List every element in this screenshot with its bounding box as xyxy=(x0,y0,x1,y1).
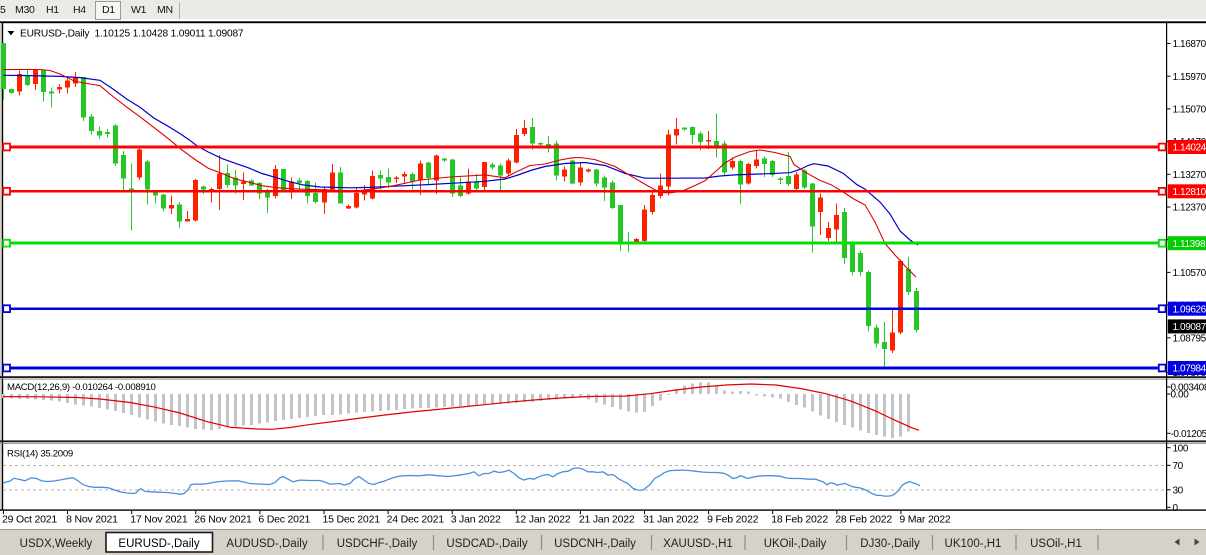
svg-text:H1: H1 xyxy=(46,4,59,16)
svg-text:12 Jan 2022: 12 Jan 2022 xyxy=(515,514,571,526)
svg-text:28 Feb 2022: 28 Feb 2022 xyxy=(835,514,892,526)
svg-text:1.09626: 1.09626 xyxy=(1173,304,1206,315)
svg-text:W1: W1 xyxy=(131,4,147,16)
svg-text:USDCHF-,Daily: USDCHF-,Daily xyxy=(337,538,418,550)
svg-text:21 Jan 2022: 21 Jan 2022 xyxy=(579,514,635,526)
svg-text:9 Feb 2022: 9 Feb 2022 xyxy=(707,514,758,526)
svg-text:USDX,Weekly: USDX,Weekly xyxy=(20,538,93,550)
svg-text:100: 100 xyxy=(1173,443,1189,454)
svg-text:MACD(12,26,9) -0.010264 -0.008: MACD(12,26,9) -0.010264 -0.008910 xyxy=(7,382,156,393)
svg-text:XAUUSD-,H1: XAUUSD-,H1 xyxy=(663,538,733,550)
svg-text:MN: MN xyxy=(157,4,173,16)
svg-text:1.15070: 1.15070 xyxy=(1173,105,1206,116)
svg-text:3 Jan 2022: 3 Jan 2022 xyxy=(451,514,501,526)
svg-text:15 Dec 2021: 15 Dec 2021 xyxy=(323,514,381,526)
svg-text:1.07984: 1.07984 xyxy=(1173,364,1206,375)
svg-text:RSI(14) 35.2009: RSI(14) 35.2009 xyxy=(7,449,73,460)
svg-text:1.10570: 1.10570 xyxy=(1173,268,1206,279)
svg-text:5: 5 xyxy=(0,4,6,16)
svg-text:AUDUSD-,Daily: AUDUSD-,Daily xyxy=(226,538,307,550)
svg-text:EURUSD-,Daily: EURUSD-,Daily xyxy=(118,538,199,550)
svg-text:1.11398: 1.11398 xyxy=(1173,239,1206,250)
svg-text:1.13270: 1.13270 xyxy=(1173,170,1206,181)
svg-text:USDCAD-,Daily: USDCAD-,Daily xyxy=(446,538,527,550)
svg-text:26 Nov 2021: 26 Nov 2021 xyxy=(194,514,252,526)
svg-text:8 Nov 2021: 8 Nov 2021 xyxy=(66,514,118,526)
svg-text:DJ30-,Daily: DJ30-,Daily xyxy=(860,538,920,550)
svg-text:USOil-,H1: USOil-,H1 xyxy=(1030,538,1082,550)
svg-text:D1: D1 xyxy=(102,4,115,16)
svg-text:-0.01205: -0.01205 xyxy=(1171,429,1206,440)
svg-text:1.15970: 1.15970 xyxy=(1173,72,1206,83)
svg-text:24 Dec 2021: 24 Dec 2021 xyxy=(387,514,445,526)
svg-text:UKOil-,Daily: UKOil-,Daily xyxy=(764,538,827,550)
svg-text:1.12810: 1.12810 xyxy=(1173,187,1206,198)
svg-text:17 Nov 2021: 17 Nov 2021 xyxy=(130,514,188,526)
svg-text:29 Oct 2021: 29 Oct 2021 xyxy=(2,514,57,526)
svg-text:UK100-,H1: UK100-,H1 xyxy=(945,538,1002,550)
svg-text:9 Mar 2022: 9 Mar 2022 xyxy=(899,514,950,526)
svg-text:1.16870: 1.16870 xyxy=(1173,39,1206,50)
svg-text:1.08795: 1.08795 xyxy=(1173,333,1206,344)
svg-text:1.09087: 1.09087 xyxy=(1173,322,1206,333)
svg-text:70: 70 xyxy=(1173,461,1184,472)
svg-text:H4: H4 xyxy=(73,4,86,16)
svg-text:0.003408: 0.003408 xyxy=(1171,383,1206,394)
svg-text:0.00: 0.00 xyxy=(1171,390,1190,401)
svg-text:31 Jan 2022: 31 Jan 2022 xyxy=(643,514,699,526)
svg-text:1.12370: 1.12370 xyxy=(1173,203,1206,214)
svg-text:6 Dec 2021: 6 Dec 2021 xyxy=(258,514,310,526)
svg-text:EURUSD-,Daily 1.10125 1.10428: EURUSD-,Daily 1.10125 1.10428 1.09011 1.… xyxy=(20,29,244,40)
svg-text:0: 0 xyxy=(1173,503,1179,514)
svg-text:1.14024: 1.14024 xyxy=(1173,143,1206,154)
svg-text:M30: M30 xyxy=(15,4,35,16)
svg-text:USDCNH-,Daily: USDCNH-,Daily xyxy=(554,538,636,550)
svg-text:18 Feb 2022: 18 Feb 2022 xyxy=(771,514,828,526)
svg-text:30: 30 xyxy=(1173,485,1184,496)
